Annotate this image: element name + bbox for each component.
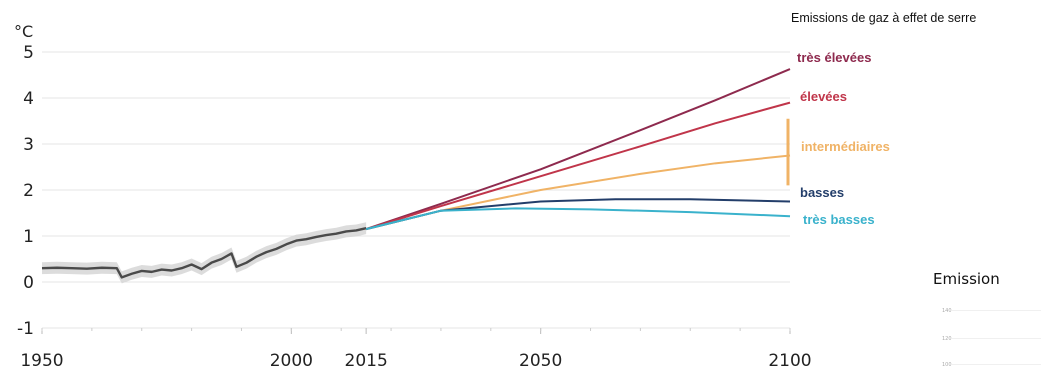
x-axis-ticks: 1950 2000 2015 2050 2100 bbox=[20, 351, 811, 371]
legend-label-basses: basses bbox=[800, 185, 844, 200]
y-tick-label: 3 bbox=[23, 135, 34, 155]
legend-label-tres-basses: très basses bbox=[803, 212, 875, 227]
unit-label: °C bbox=[14, 22, 33, 41]
x-tick-label: 2000 bbox=[270, 351, 313, 371]
y-tick-label: 1 bbox=[23, 227, 34, 247]
inset-ticks: 140 120 100 bbox=[942, 308, 1041, 368]
inset-y-tick-label: 120 bbox=[942, 336, 952, 342]
legend-title: Emissions de gaz à effet de serre bbox=[791, 11, 976, 25]
y-tick-label: 4 bbox=[23, 89, 34, 109]
legend-label-tres-elevees: très élevées bbox=[797, 50, 871, 65]
inset-chart: Emission 140 120 100 bbox=[933, 270, 1041, 368]
observed-line bbox=[41, 227, 367, 279]
series-line-elevees bbox=[365, 101, 791, 231]
y-tick-label: 5 bbox=[23, 43, 34, 63]
inset-y-tick-label: 140 bbox=[942, 308, 952, 314]
series-line-intermediaires bbox=[365, 154, 791, 231]
y-tick-label: 0 bbox=[23, 273, 34, 293]
inset-y-tick-label: 100 bbox=[942, 362, 952, 368]
x-tick-label: 2015 bbox=[345, 351, 388, 371]
legend-label-intermediaires: intermédiaires bbox=[801, 139, 890, 154]
series-lines bbox=[41, 68, 791, 279]
y-tick-label: -1 bbox=[17, 319, 34, 339]
x-tick-label: 2100 bbox=[768, 351, 811, 371]
observed-band bbox=[42, 222, 367, 284]
legend: très élevées élevées intermédiaires basses t… bbox=[797, 50, 890, 227]
x-tick-label: 1950 bbox=[20, 351, 63, 371]
inset-title: Emission bbox=[933, 270, 1000, 288]
y-axis-ticks: 5 4 3 2 1 0 -1 bbox=[17, 43, 34, 339]
y-tick-label: 2 bbox=[23, 181, 34, 201]
uncertainty-band bbox=[42, 222, 367, 284]
series-line-tres-basses bbox=[365, 207, 791, 231]
gridlines bbox=[41, 51, 791, 334]
legend-label-elevees: élevées bbox=[800, 89, 847, 104]
series-line-tres-elevees bbox=[365, 68, 791, 231]
x-tick-label: 2050 bbox=[519, 351, 562, 371]
